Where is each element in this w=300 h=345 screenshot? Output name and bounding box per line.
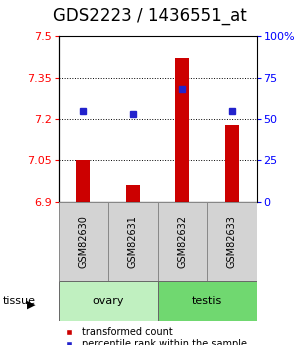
Text: GSM82630: GSM82630 xyxy=(78,215,88,268)
Text: GSM82631: GSM82631 xyxy=(128,215,138,268)
Text: GSM82632: GSM82632 xyxy=(177,215,187,268)
Text: GSM82633: GSM82633 xyxy=(227,215,237,268)
Text: testis: testis xyxy=(192,296,222,306)
Bar xyxy=(58,281,158,321)
Bar xyxy=(175,58,189,202)
Legend: transformed count, percentile rank within the sample: transformed count, percentile rank withi… xyxy=(60,327,247,345)
Text: ▶: ▶ xyxy=(27,299,36,309)
Text: ovary: ovary xyxy=(92,296,124,306)
Bar xyxy=(58,202,108,281)
Text: tissue: tissue xyxy=(3,296,36,306)
Bar xyxy=(158,202,207,281)
Bar xyxy=(207,202,256,281)
Bar xyxy=(108,202,158,281)
Bar xyxy=(76,160,90,202)
Bar xyxy=(225,125,239,202)
Text: GDS2223 / 1436551_at: GDS2223 / 1436551_at xyxy=(53,7,247,24)
Bar xyxy=(126,185,140,202)
Bar xyxy=(158,281,256,321)
